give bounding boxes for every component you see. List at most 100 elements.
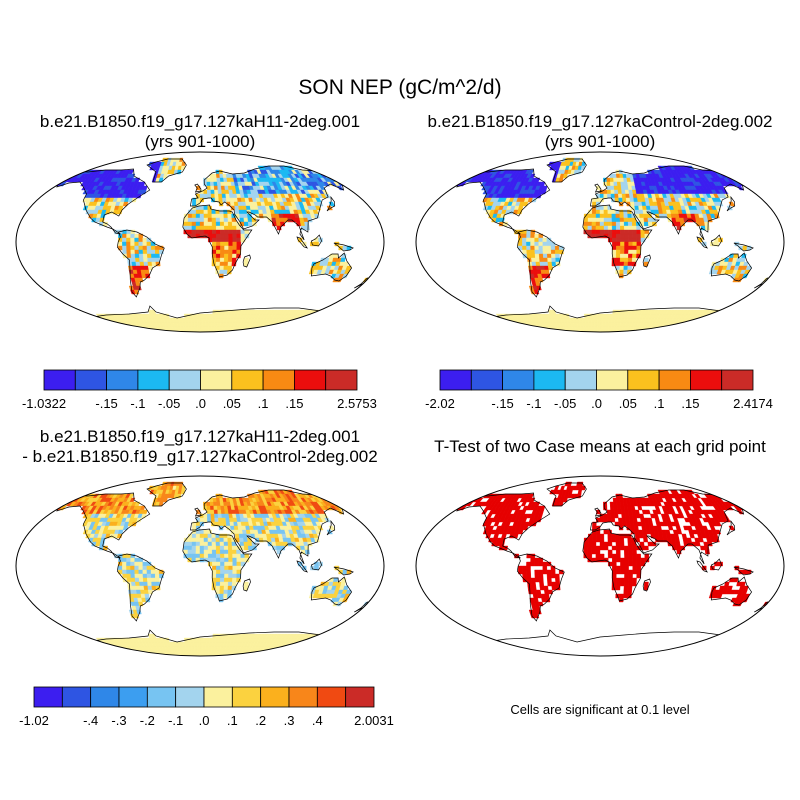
- coastline-japan: [326, 519, 336, 536]
- colorbar-swatch: [203, 686, 233, 708]
- map-case1-coastlines: [56, 158, 371, 332]
- colorbar-label: -1.02: [19, 713, 49, 728]
- coastline-north-america: [56, 168, 151, 235]
- coastline-madagascar: [242, 254, 251, 268]
- coastline-eurasia: [189, 165, 350, 241]
- colorbar-swatch: [231, 369, 264, 391]
- coastline-new-guinea: [733, 566, 754, 576]
- map-ttest-border: [415, 475, 785, 657]
- coastline-sumatra: [696, 560, 709, 573]
- colorbar-swatch: [533, 369, 566, 391]
- coastline-japan: [326, 195, 336, 212]
- significance-note: Cells are significant at 0.1 level: [510, 702, 690, 717]
- colorbar-swatch: [262, 369, 295, 391]
- panel-title-diff-line2: - b.e21.B1850.f19_g17.127kaControl-2deg.…: [22, 447, 378, 466]
- colorbar-swatch: [43, 369, 76, 391]
- colorbar-label: .0: [195, 396, 206, 411]
- panel-title-diff-line1: b.e21.B1850.f19_g17.127kaH11-2deg.001: [39, 427, 361, 446]
- coastline-south-america: [516, 229, 565, 298]
- colorbar-swatch: [721, 369, 754, 391]
- colorbar-label: -.4: [83, 713, 98, 728]
- colorbar-label: .1: [258, 396, 269, 411]
- colorbar-swatch: [168, 369, 201, 391]
- colorbar-case1: -1.0322 -.15 -.1 -.05 .0 .05 .1 .15 2.5753: [22, 369, 377, 411]
- colorbar-label: 2.0031: [354, 713, 394, 728]
- panel-title-case1-line1: b.e21.B1850.f19_g17.127kaH11-2deg.001: [39, 112, 361, 131]
- colorbar-swatch: [61, 686, 92, 708]
- colorbar-swatch: [596, 369, 629, 391]
- colorbar-swatch: [564, 369, 597, 391]
- panel-title-case1: b.e21.B1850.f19_g17.127kaH11-2deg.001 (y…: [0, 112, 400, 152]
- colorbar-label: .0: [591, 396, 602, 411]
- colorbar-label: .1: [227, 713, 238, 728]
- page-title: SON NEP (gC/m^2/d): [298, 76, 502, 99]
- colorbar-case2: -2.02 -.15 -.1 -.05 .0 .05 .1 .15 2.4174: [425, 369, 773, 411]
- coastline-sumatra: [296, 560, 309, 573]
- colorbar-label: -1.0322: [22, 396, 66, 411]
- colorbar-label: -.1: [130, 396, 145, 411]
- map-case2: -2.02 -.15 -.1 -.05 .0 .05 .1 .15 2.4174: [415, 151, 785, 411]
- coastline-greenland: [146, 482, 187, 507]
- panel-title-case2-line2: (yrs 901-1000): [544, 132, 656, 151]
- map-diff-cells: [55, 481, 370, 656]
- colorbar-label: -.1: [526, 396, 541, 411]
- coastline-madagascar: [642, 254, 651, 268]
- colorbar-label: .15: [285, 396, 303, 411]
- coastline-new-guinea: [733, 242, 754, 252]
- colorbar-label: .15: [681, 396, 699, 411]
- coastline-new-guinea: [333, 242, 354, 252]
- panel-title-diff: b.e21.B1850.f19_g17.127kaH11-2deg.001 - …: [0, 427, 400, 467]
- coastline-greenland: [546, 482, 587, 507]
- coastline-borneo: [710, 558, 722, 571]
- map-diff: -1.02 -.4 -.3 -.2 -.1 .0 .1 .2 .3 .4 2.0031: [15, 475, 394, 728]
- coastline-eurasia: [589, 165, 750, 241]
- coastline-madagascar: [242, 578, 251, 592]
- map-ttest: [415, 475, 785, 657]
- coastline-sumatra: [296, 236, 309, 249]
- coastline-borneo: [310, 558, 322, 571]
- colorbar-swatch: [146, 686, 177, 708]
- colorbar-swatch: [118, 686, 148, 708]
- colorbar-swatch: [345, 686, 375, 708]
- colorbar-swatch: [658, 369, 691, 391]
- colorbar-label: -.2: [140, 713, 155, 728]
- coastline-south-america: [116, 553, 165, 622]
- colorbar-label: .3: [284, 713, 295, 728]
- coastline-south-america: [116, 229, 165, 298]
- coastline-australia: [310, 576, 353, 606]
- colorbar-label: .1: [654, 396, 665, 411]
- map-case1-border: [15, 151, 385, 333]
- coastline-south-america: [516, 553, 565, 622]
- coastline-north-america: [56, 492, 151, 559]
- colorbar-label: -.15: [491, 396, 513, 411]
- colorbar-label: .05: [223, 396, 241, 411]
- panel-title-ttest-line1: T-Test of two Case means at each grid po…: [434, 437, 766, 456]
- colorbar-label: 2.5753: [337, 396, 377, 411]
- map-diff-border: [15, 475, 385, 657]
- coastline-eurasia: [589, 489, 750, 565]
- colorbar-swatch: [33, 686, 63, 708]
- colorbar-label: -2.02: [425, 396, 455, 411]
- colorbar-label: -.05: [158, 396, 180, 411]
- coastline-britain: [194, 183, 202, 193]
- colorbar-label: -.05: [554, 396, 576, 411]
- colorbar-swatch: [90, 686, 120, 708]
- coastline-britain: [194, 507, 202, 517]
- coastline-africa: [582, 528, 653, 602]
- map-case1: -1.0322 -.15 -.1 -.05 .0 .05 .1 .15 2.5753: [15, 151, 385, 411]
- colorbar-swatch: [502, 369, 535, 391]
- map-case1-cells: [55, 157, 370, 332]
- colorbar-swatch: [200, 369, 233, 391]
- coastline-eurasia: [189, 489, 350, 565]
- colorbar-swatch: [325, 369, 358, 391]
- colorbar-diff: -1.02 -.4 -.3 -.2 -.1 .0 .1 .2 .3 .4 2.0031: [19, 686, 394, 728]
- colorbar-label: .05: [619, 396, 637, 411]
- colorbar-swatch: [288, 686, 318, 708]
- colorbar-swatch: [260, 686, 290, 708]
- coastline-japan: [726, 519, 736, 536]
- colorbar-swatch: [106, 369, 139, 391]
- map-case2-border: [415, 151, 785, 333]
- panel-title-case2: b.e21.B1850.f19_g17.127kaControl-2deg.00…: [400, 112, 800, 152]
- colorbar-label: .4: [312, 713, 323, 728]
- colorbar-label: .2: [255, 713, 266, 728]
